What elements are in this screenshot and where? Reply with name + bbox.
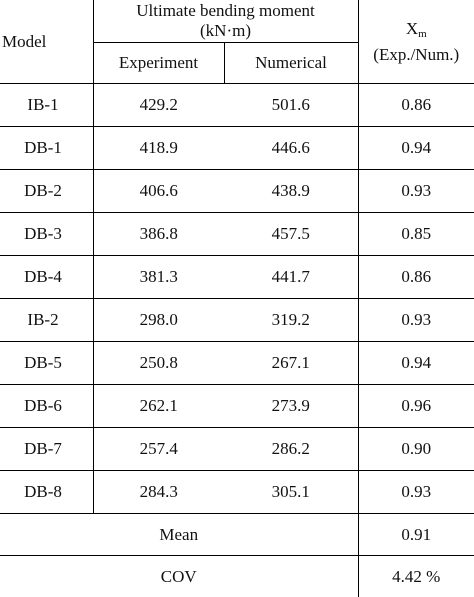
cell-xm: 0.93	[358, 471, 474, 514]
cell-model: IB-2	[0, 299, 93, 342]
cell-model: DB-1	[0, 127, 93, 170]
cell-xm: 0.85	[358, 213, 474, 256]
cell-numerical: 267.1	[224, 342, 358, 385]
summary-label-cov: COV	[0, 556, 358, 597]
header-xm-ratio: (Exp./Num.)	[359, 45, 474, 65]
cell-model: DB-7	[0, 428, 93, 471]
header-ultimate-unit: (kN·m)	[94, 21, 358, 41]
cell-experiment: 406.6	[93, 170, 224, 213]
table-summary: Mean 0.91 COV 4.42 %	[0, 514, 474, 597]
cell-numerical: 457.5	[224, 213, 358, 256]
summary-value-cov: 4.42 %	[358, 556, 474, 597]
cell-experiment: 262.1	[93, 385, 224, 428]
cell-model: DB-6	[0, 385, 93, 428]
cell-model: DB-5	[0, 342, 93, 385]
cell-experiment: 250.8	[93, 342, 224, 385]
model-label: DB-3	[0, 224, 86, 244]
header-model: Model	[0, 0, 93, 84]
cell-experiment: 386.8	[93, 213, 224, 256]
cell-model: DB-2	[0, 170, 93, 213]
header-xm-symbol: Xm	[359, 18, 474, 45]
cell-xm: 0.93	[358, 170, 474, 213]
cell-numerical: 273.9	[224, 385, 358, 428]
model-label: DB-6	[0, 396, 86, 416]
cell-model: IB-1	[0, 84, 93, 127]
header-numerical: Numerical	[224, 43, 358, 84]
cell-numerical: 438.9	[224, 170, 358, 213]
header-experiment: Experiment	[93, 43, 224, 84]
cell-experiment: 429.2	[93, 84, 224, 127]
cell-model: DB-8	[0, 471, 93, 514]
model-label: DB-5	[0, 353, 86, 373]
cell-xm: 0.94	[358, 342, 474, 385]
header-ultimate-bending-moment: Ultimate bending moment (kN·m)	[93, 0, 358, 43]
model-label: DB-8	[0, 482, 86, 502]
cell-numerical: 305.1	[224, 471, 358, 514]
cell-experiment: 284.3	[93, 471, 224, 514]
cell-experiment: 418.9	[93, 127, 224, 170]
cell-model: DB-3	[0, 213, 93, 256]
model-label: IB-2	[0, 310, 86, 330]
model-label: IB-1	[0, 95, 86, 115]
cell-xm: 0.90	[358, 428, 474, 471]
model-label: DB-4	[0, 267, 86, 287]
cell-model: DB-4	[0, 256, 93, 299]
model-label: DB-7	[0, 439, 86, 459]
cell-experiment: 298.0	[93, 299, 224, 342]
cell-numerical: 446.6	[224, 127, 358, 170]
cell-numerical: 286.2	[224, 428, 358, 471]
cell-numerical: 441.7	[224, 256, 358, 299]
cell-xm: 0.94	[358, 127, 474, 170]
cell-xm: 0.96	[358, 385, 474, 428]
cell-xm: 0.86	[358, 84, 474, 127]
model-label: DB-2	[0, 181, 86, 201]
cell-xm: 0.93	[358, 299, 474, 342]
model-label: DB-1	[0, 138, 86, 158]
header-ultimate-line1: Ultimate bending moment	[94, 1, 358, 21]
cell-xm: 0.86	[358, 256, 474, 299]
summary-row-cov: COV 4.42 %	[0, 556, 474, 597]
cell-experiment: 381.3	[93, 256, 224, 299]
cell-numerical: 501.6	[224, 84, 358, 127]
header-xm: Xm (Exp./Num.)	[358, 0, 474, 84]
cell-experiment: 257.4	[93, 428, 224, 471]
cell-numerical: 319.2	[224, 299, 358, 342]
